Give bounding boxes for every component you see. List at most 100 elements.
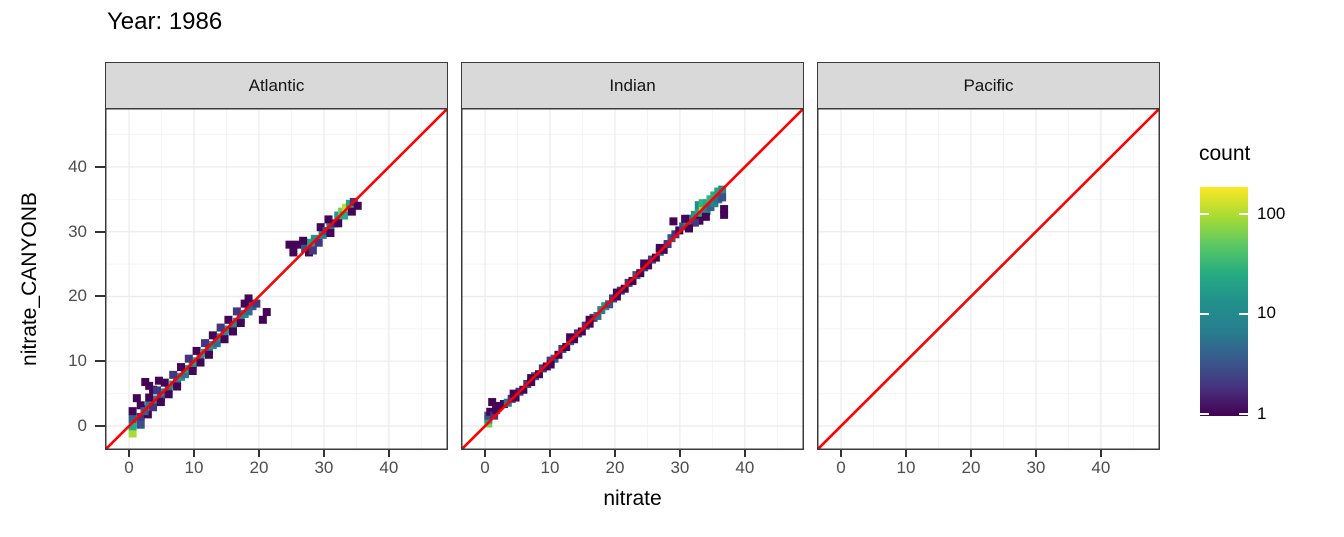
facet-panel-pacific: [816, 107, 1161, 451]
panel-border: [105, 108, 448, 450]
y-tick-mark: [95, 165, 105, 168]
bin2d-tile: [224, 325, 233, 334]
bin2d-tile: [208, 331, 217, 340]
bin2d-tile: [228, 327, 237, 336]
y-tick-mark: [95, 425, 105, 428]
bin2d-tile: [554, 350, 563, 359]
legend-colorbar: [1200, 187, 1248, 416]
bin2d-tile: [252, 299, 261, 308]
bin2d-tile: [232, 307, 241, 316]
y-tick-label: 30: [68, 221, 87, 241]
panel-border: [461, 108, 804, 450]
bin2d-tile: [527, 374, 536, 383]
x-tick-label: 30: [1026, 458, 1046, 477]
bin2d-tile: [640, 259, 649, 268]
y-tick-label: 0: [77, 416, 87, 436]
bin2d-tile: [534, 370, 543, 379]
bin2d-tile: [353, 201, 362, 210]
bin2d-tile: [669, 217, 678, 226]
bin2d-tile: [636, 269, 645, 278]
legend-tick-mark: [1200, 312, 1209, 315]
x-tick-mark: [613, 450, 616, 457]
x-tick-mark: [1099, 450, 1102, 457]
bin2d-tile: [154, 376, 163, 385]
x-tick-mark: [969, 450, 972, 457]
bin2d-tile: [285, 240, 294, 249]
x-tick-label: 40: [1091, 458, 1111, 477]
x-tick-label: 20: [605, 458, 625, 477]
bin2d-tile: [169, 370, 178, 379]
panel-border: [817, 108, 1160, 450]
bin2d-tile: [316, 223, 325, 232]
legend-tick-mark: [1200, 412, 1209, 415]
y-tick-label: 40: [68, 156, 87, 176]
facet-strip-label: Pacific: [963, 75, 1014, 95]
identity-line: [104, 107, 449, 451]
facet-strip-atlantic: Atlantic: [105, 62, 448, 109]
panel-canvas-indian: [460, 107, 805, 451]
x-tick-label: 10: [896, 458, 916, 477]
bin2d-tile: [334, 219, 343, 228]
x-tick-mark: [387, 450, 390, 457]
legend-tick-mark: [1239, 412, 1248, 415]
bin2d-tile: [188, 362, 197, 371]
bin2d-tile: [293, 240, 302, 249]
legend-tick-label: 1: [1257, 404, 1267, 423]
bin2d-tile: [152, 386, 161, 395]
bin2d-tile: [132, 394, 141, 403]
bin2d-tile: [695, 216, 704, 225]
bin2d-tile: [690, 218, 699, 227]
x-tick-mark: [678, 450, 681, 457]
x-tick-label: 0: [124, 458, 134, 477]
bin2d-tile: [720, 210, 729, 219]
facet-strip-pacific: Pacific: [817, 62, 1160, 109]
x-tick-mark: [1034, 450, 1037, 457]
x-tick-label: 0: [480, 458, 490, 477]
bin2d-tile: [244, 307, 253, 316]
bin2d-tile: [136, 401, 145, 410]
bin2d-tile: [628, 276, 637, 285]
x-tick-mark: [192, 450, 195, 457]
bin2d-tile: [655, 243, 664, 252]
bin2d-tile: [326, 229, 335, 238]
bin2d-tile: [566, 333, 575, 342]
bin2d-tile: [145, 393, 154, 402]
bin2d-tile: [149, 403, 158, 412]
bin2d-tile: [718, 193, 727, 202]
facet-panel-atlantic: [104, 107, 449, 451]
bin2d-tile: [546, 360, 555, 369]
bin2d-tile: [184, 354, 193, 363]
bin2d-tile: [262, 308, 271, 317]
bin2d-tile: [224, 315, 233, 324]
facet-strip-indian: Indian: [461, 62, 804, 109]
x-tick-label: 10: [184, 458, 204, 477]
bin2d-tile: [488, 398, 497, 407]
facet-strip-label: Atlantic: [248, 75, 305, 95]
bin2d-tile: [240, 299, 249, 308]
bin2d-tile: [220, 330, 229, 339]
panel-canvas-pacific: [816, 107, 1161, 451]
x-tick-mark: [548, 450, 551, 457]
x-tick-label: 40: [735, 458, 755, 477]
bin2d-tile: [509, 389, 518, 398]
bin2d-tile: [136, 420, 145, 429]
bin2d-tile: [156, 398, 165, 407]
bin2d-tile: [701, 212, 710, 221]
facet-strip-label: Indian: [609, 75, 656, 95]
legend-tick-mark: [1200, 212, 1209, 215]
facet-panel-indian: [460, 107, 805, 451]
bin2d-tile: [128, 422, 137, 431]
bin2d-tile: [173, 382, 182, 391]
bin2d-tile: [128, 414, 137, 423]
bin2d-tile: [244, 294, 253, 303]
x-axis-title: nitrate: [603, 487, 662, 510]
bin2d-tile: [519, 385, 528, 394]
bin2d-tile: [180, 370, 189, 379]
bin2d-tile: [651, 253, 660, 262]
bin2d-tile: [136, 412, 145, 421]
bin2d-tile: [164, 390, 173, 399]
bin2d-tile: [145, 381, 154, 390]
x-tick-mark: [257, 450, 260, 457]
bin2d-tile: [220, 335, 229, 344]
